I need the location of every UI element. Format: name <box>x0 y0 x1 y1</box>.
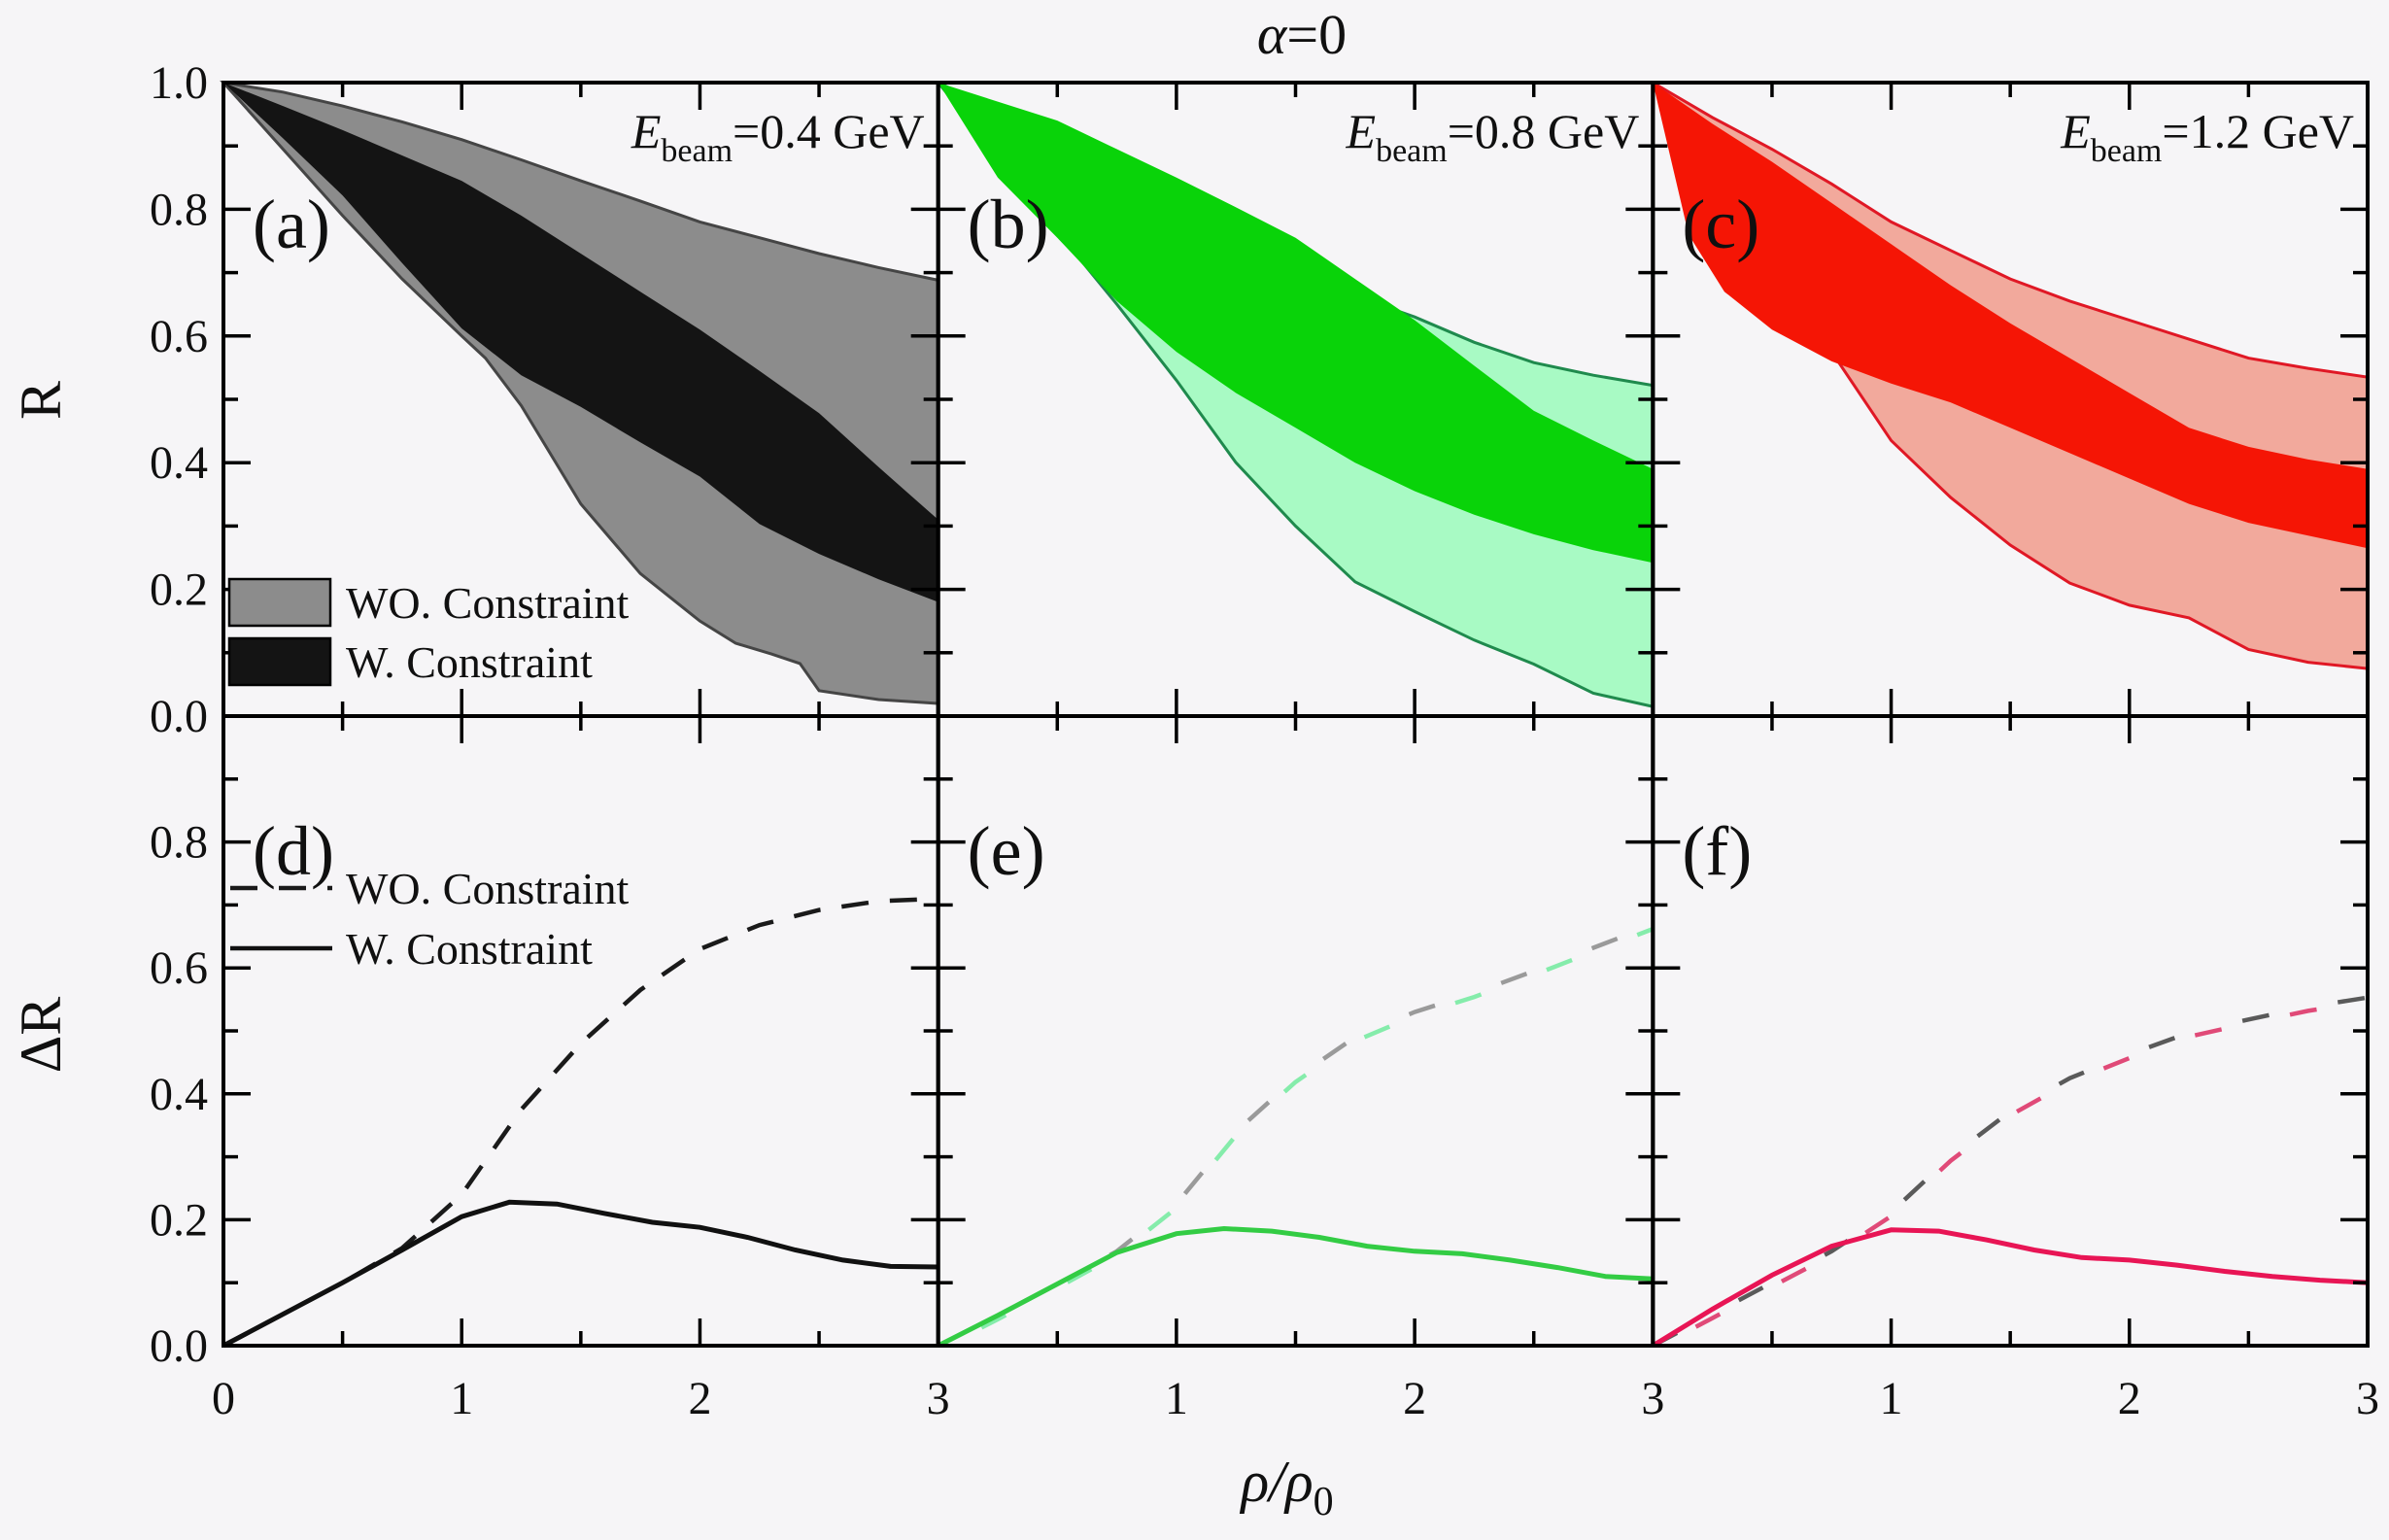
energy-labels-layer: Ebeam=0.4 GeV Ebeam=0.8 GeV Ebeam=1.2 GeV <box>631 104 2354 169</box>
panel-e-wo-constraint-dashed-curve-alt <box>937 926 1655 1352</box>
legend-label-dashed-wo-constraint: WO. Constraint <box>346 864 630 913</box>
panel-c-w-constraint-band <box>1653 83 2368 549</box>
x-tick-label: 2 <box>1403 1373 1426 1424</box>
x-tick-label: 3 <box>927 1373 950 1424</box>
legend-label-solid-w-constraint: W. Constraint <box>346 924 593 974</box>
y-tick-label-bottom: 0.8 <box>150 817 208 869</box>
x-tick-label: 2 <box>688 1373 711 1424</box>
panel-f-w-constraint-solid-curve <box>1651 1227 2369 1349</box>
x-tick-label: 0 <box>212 1373 235 1424</box>
panel-a-w-constraint-band <box>223 83 939 602</box>
panel-letter-e: (e) <box>968 812 1045 890</box>
panel-b-w-constraint-band <box>938 83 1654 564</box>
y-tick-label-bottom: 0.6 <box>150 942 208 994</box>
legend-bottom: WO. Constraint W. Constraint <box>230 864 630 974</box>
band-regions-layer <box>220 80 2370 709</box>
x-tick-label: 1 <box>450 1373 473 1424</box>
panel-f-wo-constraint-dashed-curve <box>1652 995 2369 1348</box>
legend-label-wo-constraint: WO. Constraint <box>346 578 630 628</box>
y-tick-label-bottom: 0.4 <box>150 1069 208 1120</box>
x-tick-label: 3 <box>1641 1373 1664 1424</box>
panel-letter-a: (a) <box>253 186 330 263</box>
x-tick-label: 2 <box>2118 1373 2141 1424</box>
panel-letter-b: (b) <box>968 186 1049 263</box>
panel-letter-f: (f) <box>1682 812 1752 890</box>
axis-ticks-layer <box>223 83 2368 1346</box>
x-tick-label: 3 <box>2356 1373 2379 1424</box>
y-tick-label-top: 1.0 <box>150 57 208 109</box>
y-tick-label-top: 0.6 <box>150 311 208 362</box>
panel-letter-d: (d) <box>253 812 334 890</box>
title-value: =0 <box>1286 3 1347 66</box>
panel-d-w-constraint-solid-curve <box>222 1199 939 1349</box>
legend-swatch-w-constraint <box>227 636 332 687</box>
curves-layer <box>222 896 2369 1352</box>
figure-title: α=0 <box>1257 3 1347 66</box>
y-axis-label-top: R <box>9 381 73 420</box>
x-tick-label: 1 <box>1165 1373 1188 1424</box>
x-axis-label-subscript: 0 <box>1314 1480 1334 1524</box>
y-tick-label-top: 0.2 <box>150 565 208 616</box>
y-tick-label-top: 0.4 <box>150 437 208 489</box>
energy-label-c: Ebeam=1.2 GeV <box>2060 104 2354 169</box>
y-tick-label-top: 0.0 <box>150 691 208 742</box>
y-axis-label-bottom: ΔR <box>9 997 73 1074</box>
energy-label-a: Ebeam=0.4 GeV <box>631 104 925 169</box>
panel-d-wo-constraint-dashed-curve <box>222 896 939 1348</box>
x-axis-label: ρ/ρ0 <box>1239 1450 1333 1524</box>
panel-letter-c: (c) <box>1682 186 1759 263</box>
x-tick-label: 1 <box>1880 1373 1903 1424</box>
y-tick-label-top: 0.8 <box>150 184 208 235</box>
title-alpha-symbol: α <box>1257 3 1288 66</box>
y-tick-label-bottom: 0.0 <box>150 1320 208 1372</box>
panel-e-w-constraint-solid-curve <box>937 1225 1654 1349</box>
panel-letters-layer: (a) (b) (c) (d) (e) (f) <box>253 186 1759 890</box>
legend-top: WO. Constraint W. Constraint <box>227 577 630 687</box>
tick-labels-layer: 0 1 2 3 1 2 3 1 2 3 0.0 0.2 0.4 0.6 0.8 1.0 0.0 0.2 0.4 0.6… <box>150 57 2379 1424</box>
x-axis-label-base: ρ/ρ <box>1239 1450 1313 1514</box>
legend-label-w-constraint: W. Constraint <box>346 637 593 687</box>
legend-swatch-wo-constraint <box>227 577 332 628</box>
energy-label-b: Ebeam=0.8 GeV <box>1346 104 1640 169</box>
y-tick-label-bottom: 0.2 <box>150 1194 208 1246</box>
